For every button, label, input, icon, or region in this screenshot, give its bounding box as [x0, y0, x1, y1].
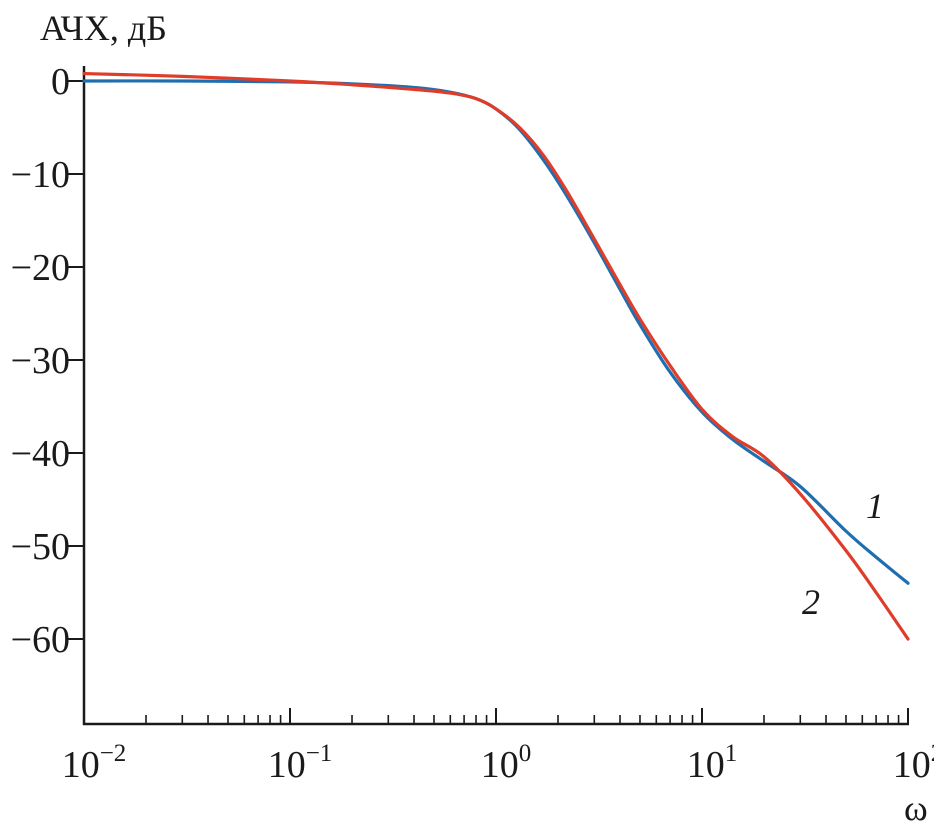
x-tick-label: 102	[893, 740, 934, 786]
x-axis-title: ω	[904, 788, 928, 828]
axes	[82, 66, 909, 726]
x-tick-label: 10−1	[268, 740, 333, 786]
y-tick-label: 0	[51, 61, 70, 103]
y-axis-title: АЧХ, дБ	[40, 8, 167, 48]
y-tick-label: −20	[11, 247, 70, 289]
x-tick-label: 100	[481, 740, 532, 786]
ticks	[68, 80, 909, 724]
y-tick-label: −30	[11, 340, 70, 382]
y-tick-label: −10	[11, 154, 70, 196]
x-tick-label: 101	[687, 740, 738, 786]
series-label-1: 1	[866, 486, 884, 526]
y-tick-label: −40	[11, 433, 70, 475]
y-tick-label: −50	[11, 526, 70, 568]
series-line-2	[82, 71, 910, 641]
series-layer	[82, 71, 910, 641]
x-tick-label: 10−2	[62, 740, 127, 786]
series-label-2: 2	[802, 582, 820, 622]
series-line-1	[82, 79, 910, 585]
y-tick-label: −60	[11, 619, 70, 661]
tick-labels: 0 −10 −20 −30 −40 −50 −60 10−2 10−1 100 101 102	[11, 61, 934, 786]
